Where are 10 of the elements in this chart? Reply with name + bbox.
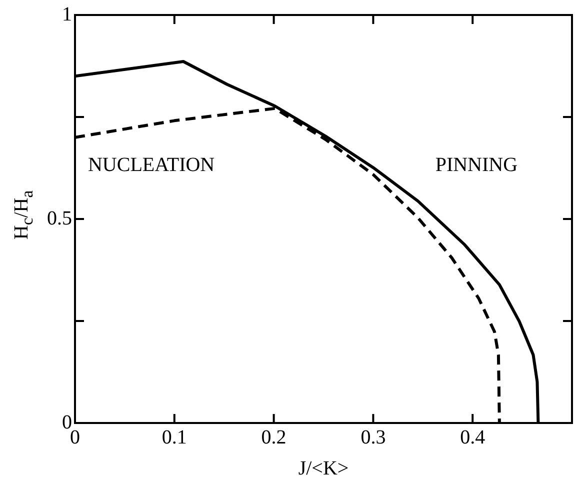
- y-tick-label: 1: [62, 3, 72, 26]
- x-tick-label: 0.2: [261, 426, 286, 448]
- x-tick-label: 0.3: [360, 426, 386, 448]
- annotation: PINNING: [435, 154, 518, 176]
- annotation: NUCLEATION: [88, 154, 215, 176]
- y-tick-label: 0: [62, 411, 72, 434]
- x-axis-title: J/<K>: [298, 457, 349, 480]
- y-tick-label: 0.5: [47, 207, 72, 230]
- x-tick-label: 0.1: [162, 426, 187, 448]
- x-tick-label: 0.4: [460, 426, 486, 448]
